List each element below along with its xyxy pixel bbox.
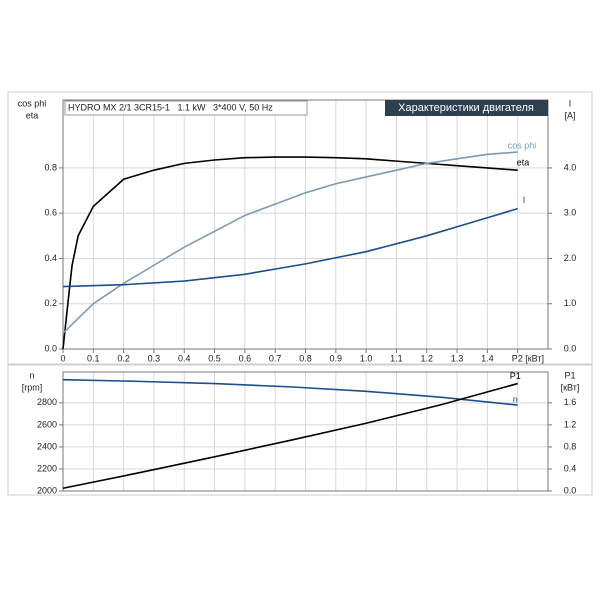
series-line <box>62 151 518 334</box>
y-tick-label: 0.8 <box>44 162 57 172</box>
series-label: I <box>523 195 526 205</box>
x-tick-label: 0.3 <box>148 353 161 363</box>
x-tick-label: 0.2 <box>117 353 130 363</box>
x-tick-label: 1.2 <box>420 353 433 363</box>
y2-axis-label: [A] <box>564 110 575 120</box>
series-line <box>62 207 518 288</box>
x-tick-label: 0.1 <box>87 353 100 363</box>
y2-tick-label: 2.0 <box>564 253 577 263</box>
y-axis-label: [rpm] <box>22 382 43 392</box>
x-tick-label: 0 <box>60 353 65 363</box>
y2-tick-label: 1.0 <box>564 298 577 308</box>
y-tick-label: 0.4 <box>44 253 57 263</box>
y2-tick-label: 0.0 <box>564 485 577 495</box>
series-label: eta <box>517 158 530 168</box>
series-label: cos phi <box>508 140 537 150</box>
series-line <box>62 382 518 490</box>
series-label: n <box>513 394 518 404</box>
y-tick-label: 2800 <box>37 397 57 407</box>
x-tick-label: 0.4 <box>178 353 191 363</box>
y2-tick-label: 1.6 <box>564 397 577 407</box>
y-axis-label: eta <box>26 110 39 120</box>
x-tick-label: 0.6 <box>239 353 252 363</box>
y-tick-label: 2400 <box>37 441 57 451</box>
x-tick-label: 1.0 <box>360 353 373 363</box>
subtitle: HYDRO MX 2/1 3CR15-1 1.1 kW 3*400 V, 50 … <box>68 102 273 112</box>
y2-tick-label: 0.0 <box>564 343 577 353</box>
plot-frame <box>62 371 549 492</box>
y-tick-label: 2000 <box>37 485 57 495</box>
x-tick-label: 1.4 <box>481 353 494 363</box>
y2-axis-label: I <box>569 98 572 108</box>
y2-tick-label: 3.0 <box>564 208 577 218</box>
y2-tick-label: 4.0 <box>564 162 577 172</box>
y2-axis-label: [кВт] <box>561 382 580 392</box>
panel-frame <box>7 363 593 496</box>
x-tick-label: 0.8 <box>299 353 312 363</box>
y-tick-label: 0.0 <box>44 343 57 353</box>
y-axis-label: cos phi <box>18 98 47 108</box>
y-axis-label: n <box>29 370 34 380</box>
x-tick-label: 0.7 <box>269 353 282 363</box>
series-line <box>62 378 518 406</box>
x-tick-label: 1.1 <box>390 353 403 363</box>
title: Характеристики двигателя <box>398 102 534 114</box>
y2-axis-label: P1 <box>564 370 575 380</box>
y-tick-label: 0.6 <box>44 208 57 218</box>
x-tick-label: 0.9 <box>330 353 343 363</box>
series-label: P1 <box>510 371 521 381</box>
x-tick-label: 1.3 <box>451 353 464 363</box>
y2-tick-label: 0.8 <box>564 441 577 451</box>
y-tick-label: 2200 <box>37 463 57 473</box>
plot-frame <box>62 99 549 350</box>
x-tick-label: P2 [кВт] <box>512 353 544 363</box>
x-tick-label: 0.5 <box>208 353 221 363</box>
y2-tick-label: 1.2 <box>564 419 577 429</box>
title-box <box>385 100 548 116</box>
y-tick-label: 2600 <box>37 419 57 429</box>
y2-tick-label: 0.4 <box>564 463 577 473</box>
panel-frame <box>7 91 593 366</box>
subtitle-box <box>64 100 308 116</box>
y-tick-label: 0.2 <box>44 298 57 308</box>
